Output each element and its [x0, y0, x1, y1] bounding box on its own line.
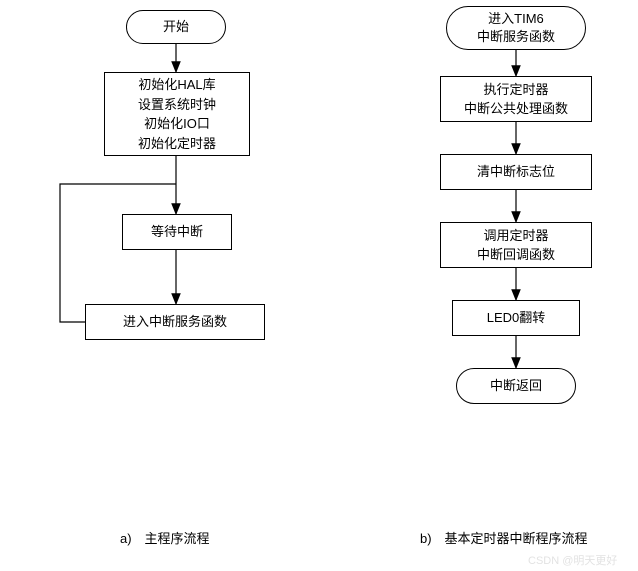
fa-wait: 等待中断	[122, 214, 232, 250]
fb-enter-l2: 中断服务函数	[477, 28, 555, 46]
fa-start: 开始	[126, 10, 226, 44]
fa-init-l1: 初始化HAL库	[138, 75, 216, 95]
watermark: CSDN @明天更好	[528, 552, 617, 568]
fa-init-l3: 初始化IO口	[138, 114, 216, 134]
fa-caption: a) 主程序流程	[120, 528, 210, 547]
fa-init-l4: 初始化定时器	[138, 134, 216, 154]
fa-init: 初始化HAL库 设置系统时钟 初始化IO口 初始化定时器	[104, 72, 250, 156]
fb-led: LED0翻转	[452, 300, 580, 336]
fb-exec-l1: 执行定时器	[464, 80, 568, 100]
fa-init-l2: 设置系统时钟	[138, 95, 216, 115]
fb-cb-l1: 调用定时器	[477, 226, 555, 246]
fb-return-label: 中断返回	[490, 377, 542, 395]
fb-cb-l2: 中断回调函数	[477, 245, 555, 265]
fb-caption: b) 基本定时器中断程序流程	[420, 528, 588, 547]
fb-led-label: LED0翻转	[487, 308, 546, 328]
fa-start-label: 开始	[163, 18, 189, 36]
fb-callback: 调用定时器 中断回调函数	[440, 222, 592, 268]
fa-wait-label: 等待中断	[151, 222, 203, 242]
fb-enter-text: 进入TIM6 中断服务函数	[477, 10, 555, 46]
fb-enter: 进入TIM6 中断服务函数	[446, 6, 586, 50]
fb-exec-l2: 中断公共处理函数	[464, 99, 568, 119]
fa-isr: 进入中断服务函数	[85, 304, 265, 340]
fa-init-text: 初始化HAL库 设置系统时钟 初始化IO口 初始化定时器	[138, 75, 216, 153]
fa-isr-label: 进入中断服务函数	[123, 312, 227, 332]
fa-caption-text: a) 主程序流程	[120, 531, 210, 546]
fb-callback-text: 调用定时器 中断回调函数	[477, 226, 555, 265]
fb-enter-l1: 进入TIM6	[477, 10, 555, 28]
fb-clear: 清中断标志位	[440, 154, 592, 190]
fb-caption-text: b) 基本定时器中断程序流程	[420, 531, 588, 546]
fb-exec-text: 执行定时器 中断公共处理函数	[464, 80, 568, 119]
watermark-text: CSDN @明天更好	[528, 555, 617, 567]
fb-exec: 执行定时器 中断公共处理函数	[440, 76, 592, 122]
fb-return: 中断返回	[456, 368, 576, 404]
fb-clear-label: 清中断标志位	[477, 162, 555, 182]
